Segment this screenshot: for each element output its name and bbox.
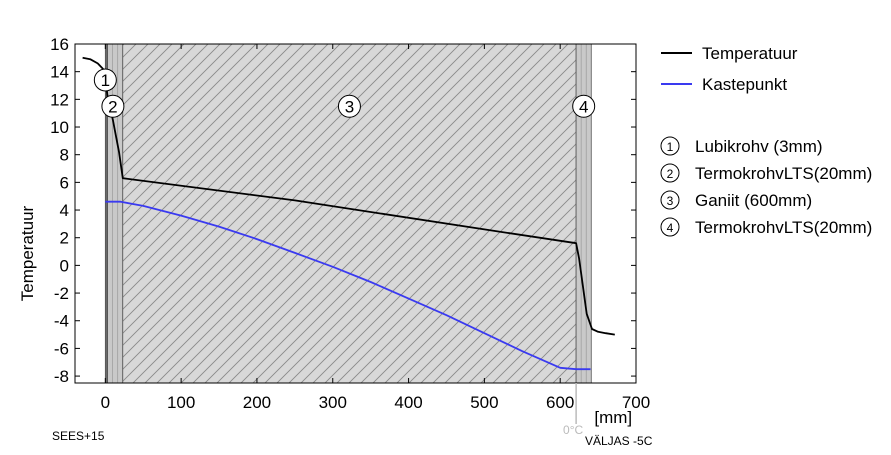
layer-markers: 1 2 3 4: [93, 68, 596, 118]
y-tick-label: 6: [60, 173, 69, 192]
legend-layer-label-4: TermokrohvLTS(20mm): [695, 218, 872, 237]
y-tick-label: 0: [60, 256, 69, 275]
zero-marker-label: 0°C: [563, 423, 583, 437]
x-tick-label: 0: [101, 393, 110, 412]
legend-layer-label-2: TermokrohvLTS(20mm): [695, 164, 872, 183]
plot-frame: [74, 43, 637, 384]
legend-layer-label-1: Lubikrohv (3mm): [695, 137, 823, 156]
y-tick-label: 12: [50, 90, 69, 109]
inside-annotation: SEES+15: [52, 429, 105, 443]
layer-marker-circle-2: [101, 94, 125, 118]
layer-marker-number-1: 1: [101, 71, 110, 90]
legend-layer-circle-4: [660, 217, 680, 237]
legend-layer-number-3: 3: [667, 194, 674, 208]
layer-marker-number-4: 4: [579, 97, 588, 116]
x-tick-label: 300: [319, 393, 347, 412]
y-tick-label: -6: [54, 339, 69, 358]
layer-marker-number-2: 2: [108, 97, 117, 116]
y-tick-label: 2: [60, 229, 69, 248]
legend-label-temperatuur: Temperatuur: [702, 44, 798, 63]
y-axis-label: Temperatuur: [18, 205, 37, 301]
y-tick-label: 14: [50, 63, 69, 82]
y-tick-label: -8: [54, 367, 69, 386]
layer-marker-circle-1: [93, 68, 117, 92]
x-tick-label: 500: [470, 393, 498, 412]
series-line-kastepunkt: [105, 200, 591, 371]
x-tick-label: 700: [622, 393, 650, 412]
legend-layer-label-3: Ganiit (600mm): [695, 191, 812, 210]
legend-layer-number-1: 1: [667, 140, 674, 154]
legend-layer-circle-2: [660, 163, 680, 183]
layer-marker-circle-3: [337, 94, 361, 118]
x-axis-unit: [mm]: [594, 408, 632, 427]
layer-marker-circle-4: [572, 94, 596, 118]
legend: Temperatuur Kastepunkt 1 Lubikrohv (3mm) 2 Te…: [660, 44, 872, 237]
layer-2: [107, 43, 124, 384]
x-tick-label: 600: [546, 393, 574, 412]
legend-layer-number-4: 4: [667, 221, 674, 235]
legend-layer-number-2: 2: [667, 167, 674, 181]
y-tick-label: -4: [54, 312, 69, 331]
x-tick-label: 400: [394, 393, 422, 412]
layer-marker-number-3: 3: [345, 97, 354, 116]
y-tick-label: 8: [60, 146, 69, 165]
legend-layer-circle-3: [660, 190, 680, 210]
y-tick-label: 10: [50, 118, 69, 137]
y-tick-label: 4: [60, 201, 69, 220]
legend-label-kastepunkt: Kastepunkt: [702, 75, 787, 94]
y-tick-label: -2: [54, 284, 69, 303]
legend-layer-circle-1: [660, 136, 680, 156]
outside-annotation: VÄLJAS -5C: [585, 434, 653, 448]
x-tick-label: 100: [167, 393, 195, 412]
x-tick-label: 200: [243, 393, 271, 412]
y-tick-label: 16: [50, 35, 69, 54]
